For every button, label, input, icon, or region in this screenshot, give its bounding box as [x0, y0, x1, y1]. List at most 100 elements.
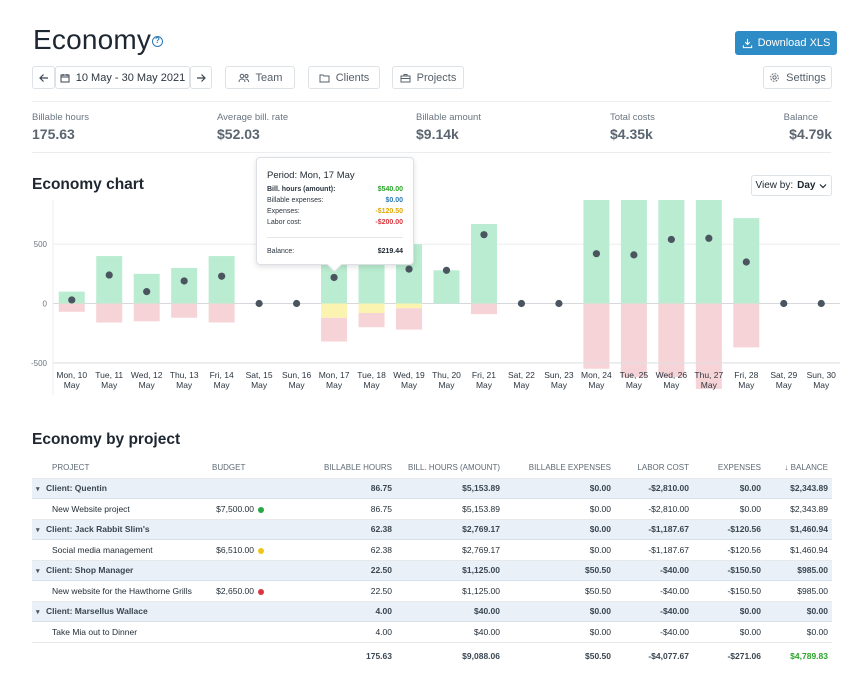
budget-cell [208, 519, 268, 540]
bar-expenses [321, 303, 348, 318]
client-row[interactable]: ▾ Client: Shop Manager 22.50 $1,125.00 $50.5… [32, 560, 832, 581]
col-balance[interactable]: ↓ BALANCE [765, 458, 832, 479]
y-tick-label: -500 [31, 359, 48, 368]
bar-labor-cost [171, 303, 198, 318]
balance-point [742, 258, 750, 266]
bar-labor-cost [620, 303, 647, 378]
tooltip-row-label: Bill. hours (amount): [267, 186, 336, 193]
x-tick-label: May [588, 380, 605, 390]
caret-down-icon[interactable]: ▾ [36, 486, 40, 494]
x-tick-label: Mon, 17 [319, 370, 350, 380]
col-project[interactable]: PROJECT [32, 458, 208, 479]
stat-billable-amount-value: $9.14k [416, 126, 459, 142]
balance-point [705, 234, 713, 242]
table-body: ▾ Client: Quentin 86.75 $5,153.89 $0.00 -$2,8… [32, 478, 832, 670]
gear-icon [770, 73, 779, 82]
tooltip-balance-value: $219.44 [377, 248, 403, 255]
date-range-picker[interactable]: 10 May - 30 May 2021 [55, 66, 190, 89]
view-by-dropdown[interactable]: View by: Day [751, 175, 832, 196]
col-bill-hours-amount[interactable]: BILL. HOURS (AMOUNT) [396, 458, 504, 479]
x-tick-label: May [438, 380, 455, 390]
cell-labor: -$2,810.00 [615, 478, 693, 499]
next-period-button[interactable] [190, 66, 212, 89]
caret-down-icon[interactable]: ▾ [36, 527, 40, 535]
cell-expenses: -$150.50 [693, 580, 765, 602]
x-tick-label: Sun, 30 [807, 370, 837, 380]
cell-expenses: $0.00 [693, 498, 765, 520]
client-row[interactable]: ▾ Client: Jack Rabbit Slim's 62.38 $2,769.1… [32, 519, 832, 540]
x-tick-label: May [626, 380, 643, 390]
col-labor-cost[interactable]: LABOR COST [615, 458, 693, 479]
settings-button[interactable]: Settings [763, 66, 832, 89]
clients-filter-button[interactable]: Clients [308, 66, 380, 89]
bar-expenses [396, 303, 423, 309]
balance-point [143, 288, 151, 296]
team-icon [238, 73, 249, 82]
projects-filter-button[interactable]: Projects [392, 66, 464, 89]
stat-total-costs-label: Total costs [610, 112, 655, 123]
stats-divider-bottom [32, 152, 831, 153]
client-row[interactable]: ▾ Client: Quentin 86.75 $5,153.89 $0.00 -$2,8… [32, 478, 832, 499]
caret-down-icon[interactable]: ▾ [36, 609, 40, 617]
balance-point [667, 235, 675, 244]
download-xls-button[interactable]: Download XLS [735, 31, 837, 55]
cell-bill-exp: $0.00 [504, 519, 615, 540]
col-expenses[interactable]: EXPENSES [693, 458, 765, 479]
download-icon [742, 38, 752, 48]
col-billable-hours[interactable]: BILLABLE HOURS [268, 458, 396, 479]
team-filter-button[interactable]: Team [225, 66, 295, 89]
client-name[interactable]: ▾ Client: Shop Manager [32, 560, 208, 581]
stat-billable-hours-value: 175.63 [32, 126, 75, 142]
cell-hours: 62.38 [268, 539, 396, 561]
client-name[interactable]: ▾ Client: Jack Rabbit Slim's [32, 519, 208, 540]
caret-down-icon[interactable]: ▾ [36, 568, 40, 576]
chart-tooltip: Period: Mon, 17 May Bill. hours (amount)… [256, 157, 414, 265]
project-row[interactable]: New Website project $7,500.00 86.75 $5,153.… [32, 498, 832, 520]
client-row[interactable]: ▾ Client: Marsellus Wallace 4.00 $40.00 $0.0… [32, 601, 832, 622]
bar-labor-cost [58, 303, 85, 312]
project-row[interactable]: Social media management $6,510.00 62.38 $2,… [32, 539, 832, 561]
cell-expenses: $0.00 [693, 478, 765, 499]
project-name-link[interactable]: Take Mia out to Dinner [32, 621, 208, 643]
help-icon[interactable]: ? [152, 36, 163, 47]
x-tick-label: May [364, 380, 381, 390]
project-row[interactable]: Take Mia out to Dinner 4.00 $40.00 $0.00 -$4… [32, 621, 832, 643]
balance-point [330, 273, 338, 282]
project-name-link[interactable]: Social media management [32, 539, 208, 561]
x-tick-label: May [251, 380, 268, 390]
cell-bill-exp: $50.50 [504, 580, 615, 602]
client-name[interactable]: ▾ Client: Marsellus Wallace [32, 601, 208, 622]
col-billable-expenses[interactable]: BILLABLE EXPENSES [504, 458, 615, 479]
x-tick-label: Thu, 13 [170, 370, 199, 380]
view-by-value: Day [797, 180, 816, 191]
x-tick-label: Sat, 29 [770, 370, 797, 380]
prev-period-button[interactable] [32, 66, 55, 89]
cell-bill-exp: $0.00 [504, 539, 615, 561]
cell-labor: -$40.00 [615, 601, 693, 622]
tooltip-divider [267, 237, 403, 238]
project-row[interactable]: New website for the Hawthorne Grills $2,6… [32, 580, 832, 602]
cell-labor: -$2,810.00 [615, 498, 693, 520]
cell-balance: $2,343.89 [765, 478, 832, 499]
tooltip-row-value: -$200.00 [375, 219, 403, 226]
x-tick-label: Sat, 22 [508, 370, 535, 380]
project-name-link[interactable]: New website for the Hawthorne Grills [32, 580, 208, 602]
client-name[interactable]: ▾ Client: Quentin [32, 478, 208, 499]
budget-cell: $7,500.00 [208, 498, 268, 520]
x-tick-label: Sun, 23 [544, 370, 574, 380]
col-budget[interactable]: BUDGET [208, 458, 268, 479]
stat-billable-amount-label: Billable amount [416, 112, 481, 123]
total-hours: 175.63 [366, 651, 392, 662]
y-tick-label: 0 [43, 300, 48, 309]
project-name-link[interactable]: New Website project [32, 498, 208, 520]
cell-amount: $1,125.00 [396, 560, 504, 581]
cell-expenses: $0.00 [693, 601, 765, 622]
x-tick-label: May [476, 380, 493, 390]
table-header-row: PROJECT BUDGET BILLABLE HOURS BILL. HOUR… [32, 458, 832, 479]
total-bill-exp: $50.50 [585, 651, 611, 662]
totals-spacer [32, 642, 208, 670]
x-tick-label: May [176, 380, 193, 390]
tooltip-row: Labor cost: -$200.00 [267, 219, 403, 226]
cell-amount: $40.00 [396, 621, 504, 643]
